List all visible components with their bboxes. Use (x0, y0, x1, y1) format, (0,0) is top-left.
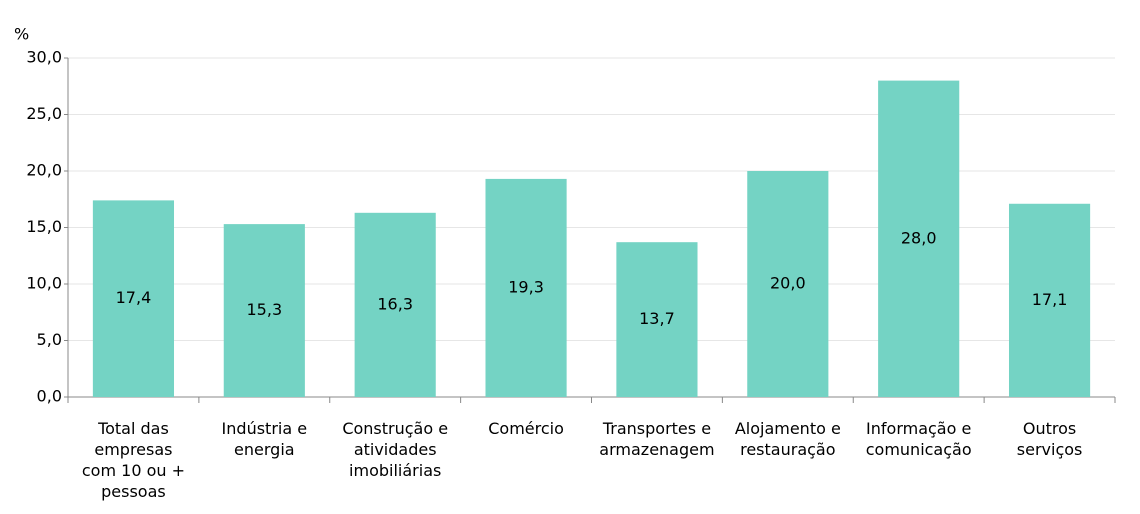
bar (878, 80, 960, 397)
value-label: 17,4 (116, 288, 152, 307)
y-tick-label: 30,0 (26, 48, 62, 67)
x-tick-label: Total das empresas com 10 ou + pessoas (82, 419, 185, 501)
y-tick-label: 15,0 (26, 217, 62, 236)
bar (1008, 203, 1091, 397)
value-label: 16,3 (377, 294, 413, 313)
x-tick-label: Comércio (488, 419, 564, 438)
x-tick-label: Construção e atividades imobiliárias (342, 419, 448, 480)
value-label: 15,3 (247, 300, 283, 319)
x-tick-label: Informação e comunicação (866, 419, 972, 459)
bar (747, 171, 829, 397)
y-tick-label: 20,0 (26, 161, 62, 180)
bar (92, 200, 175, 397)
y-tick-label: 0,0 (37, 387, 62, 406)
bar (223, 224, 305, 397)
y-tick-label: 25,0 (26, 104, 62, 123)
bar (616, 242, 698, 397)
value-label: 17,1 (1032, 290, 1068, 309)
bar (354, 212, 436, 397)
x-tick-label: Outros serviços (1017, 419, 1083, 459)
x-tick-label: Indústria e energia (222, 419, 308, 459)
y-tick-label: 5,0 (37, 330, 62, 349)
y-tick-label: 10,0 (26, 274, 62, 293)
value-label: 20,0 (770, 274, 806, 293)
x-tick-label: Transportes e armazenagem (599, 419, 714, 459)
value-label: 19,3 (508, 277, 544, 296)
value-label: 28,0 (901, 228, 937, 247)
bar (485, 178, 567, 397)
x-tick-label: Alojamento e restauração (735, 419, 841, 459)
y-axis-label: % (14, 25, 29, 44)
value-label: 13,7 (639, 309, 675, 328)
